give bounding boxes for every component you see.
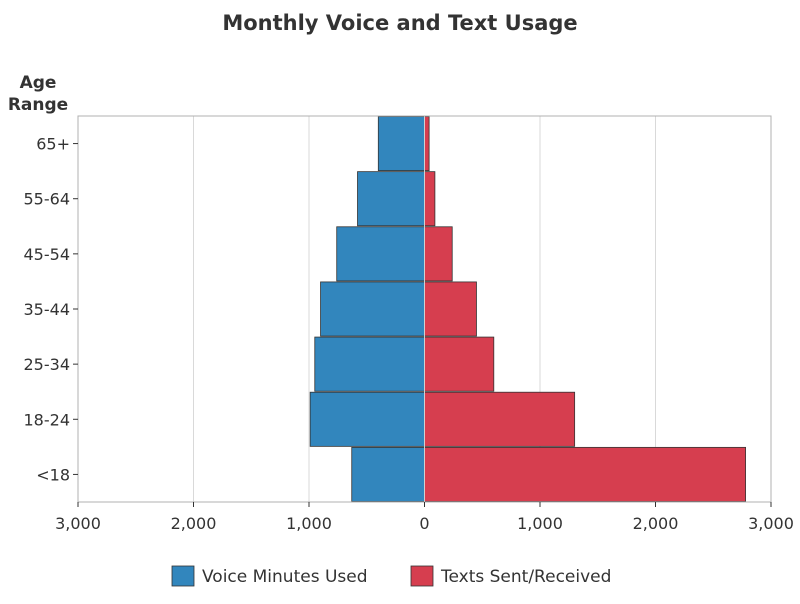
text-bar-4554 <box>424 226 453 282</box>
y-tick-label: 18-24 <box>24 410 71 429</box>
x-tick-label: 0 <box>419 514 429 533</box>
plot-frame <box>77 115 772 503</box>
y-tick-label: <18 <box>36 465 70 484</box>
y-tick-labels: 65+ 55-64 45-54 35-44 25-34 18-24 <18 <box>24 135 78 484</box>
voice-bar-18 <box>351 446 425 502</box>
y-tick-label: 65+ <box>36 135 70 154</box>
y-tick-label: 45-54 <box>24 245 71 264</box>
legend-label: Voice Minutes Used <box>202 567 368 587</box>
grid-lines <box>193 116 656 502</box>
x-tick-label: 3,000 <box>55 514 101 533</box>
y-tick-label: 35-44 <box>24 300 71 319</box>
voice-bar-3544 <box>320 281 425 337</box>
voice-bar-65 <box>377 116 425 172</box>
legend: Voice Minutes Used Texts Sent/Received <box>171 565 611 587</box>
text-bar-3544 <box>424 281 477 337</box>
x-tick-label: 1,000 <box>286 514 332 533</box>
x-tick-labels: 3,000 2,000 1,000 0 1,000 2,000 3,000 <box>55 502 794 533</box>
text-bar-65 <box>424 116 430 172</box>
text-bar-5564 <box>424 171 436 227</box>
x-tick-label: 2,000 <box>633 514 679 533</box>
y-axis-title-line1: Age <box>20 73 57 93</box>
voice-bar-5564 <box>357 171 425 227</box>
x-tick-label: 2,000 <box>171 514 217 533</box>
legend-swatch <box>171 565 195 587</box>
text-bar-18 <box>424 446 746 502</box>
y-tick-label: 25-34 <box>24 355 71 374</box>
y-axis-title-line2: Range <box>8 95 68 115</box>
bars <box>309 116 746 502</box>
voice-bar-1824 <box>309 391 425 447</box>
chart-title: Monthly Voice and Text Usage <box>222 11 577 35</box>
legend-swatch <box>410 565 434 587</box>
x-tick-label: 1,000 <box>517 514 563 533</box>
y-tick-label: 55-64 <box>24 190 71 209</box>
voice-bar-2534 <box>314 336 425 392</box>
text-bar-2534 <box>424 336 495 392</box>
voice-bar-4554 <box>336 226 425 282</box>
legend-label: Texts Sent/Received <box>440 567 611 587</box>
text-bar-1824 <box>424 391 576 447</box>
x-tick-label: 3,000 <box>748 514 794 533</box>
